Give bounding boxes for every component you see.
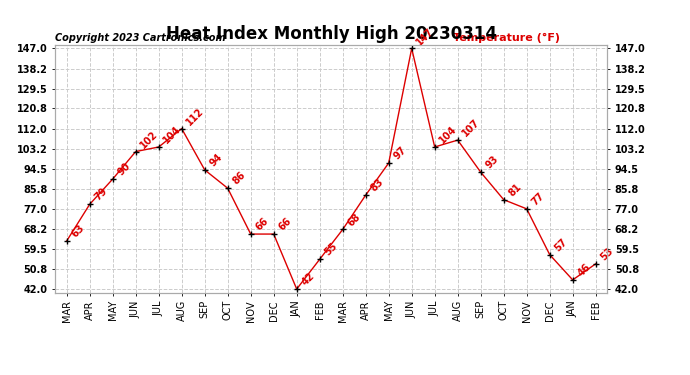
- Text: 104: 104: [437, 124, 459, 146]
- Title: Heat Index Monthly High 20230314: Heat Index Monthly High 20230314: [166, 26, 497, 44]
- Text: Copyright 2023 Cartronics.com: Copyright 2023 Cartronics.com: [55, 33, 226, 42]
- Text: 97: 97: [391, 145, 408, 162]
- Text: 94: 94: [208, 152, 224, 168]
- Text: 90: 90: [115, 161, 132, 178]
- Text: 68: 68: [346, 211, 362, 228]
- Text: 107: 107: [460, 117, 482, 139]
- Text: 57: 57: [553, 237, 569, 253]
- Text: 112: 112: [184, 106, 206, 127]
- Text: 46: 46: [575, 262, 592, 279]
- Text: 81: 81: [506, 182, 523, 198]
- Text: 79: 79: [92, 186, 109, 203]
- Text: 77: 77: [529, 191, 546, 207]
- Text: 42: 42: [299, 271, 316, 288]
- Text: 102: 102: [139, 129, 160, 150]
- Text: 66: 66: [253, 216, 270, 232]
- Text: 86: 86: [230, 170, 247, 187]
- Text: 104: 104: [161, 124, 183, 146]
- Text: Temperature (°F): Temperature (°F): [453, 33, 560, 42]
- Text: 53: 53: [598, 246, 615, 262]
- Text: 83: 83: [368, 177, 385, 194]
- Text: 55: 55: [322, 241, 339, 258]
- Text: 63: 63: [70, 223, 86, 240]
- Text: 147: 147: [415, 26, 436, 47]
- Text: 66: 66: [277, 216, 293, 232]
- Text: 93: 93: [484, 154, 500, 171]
